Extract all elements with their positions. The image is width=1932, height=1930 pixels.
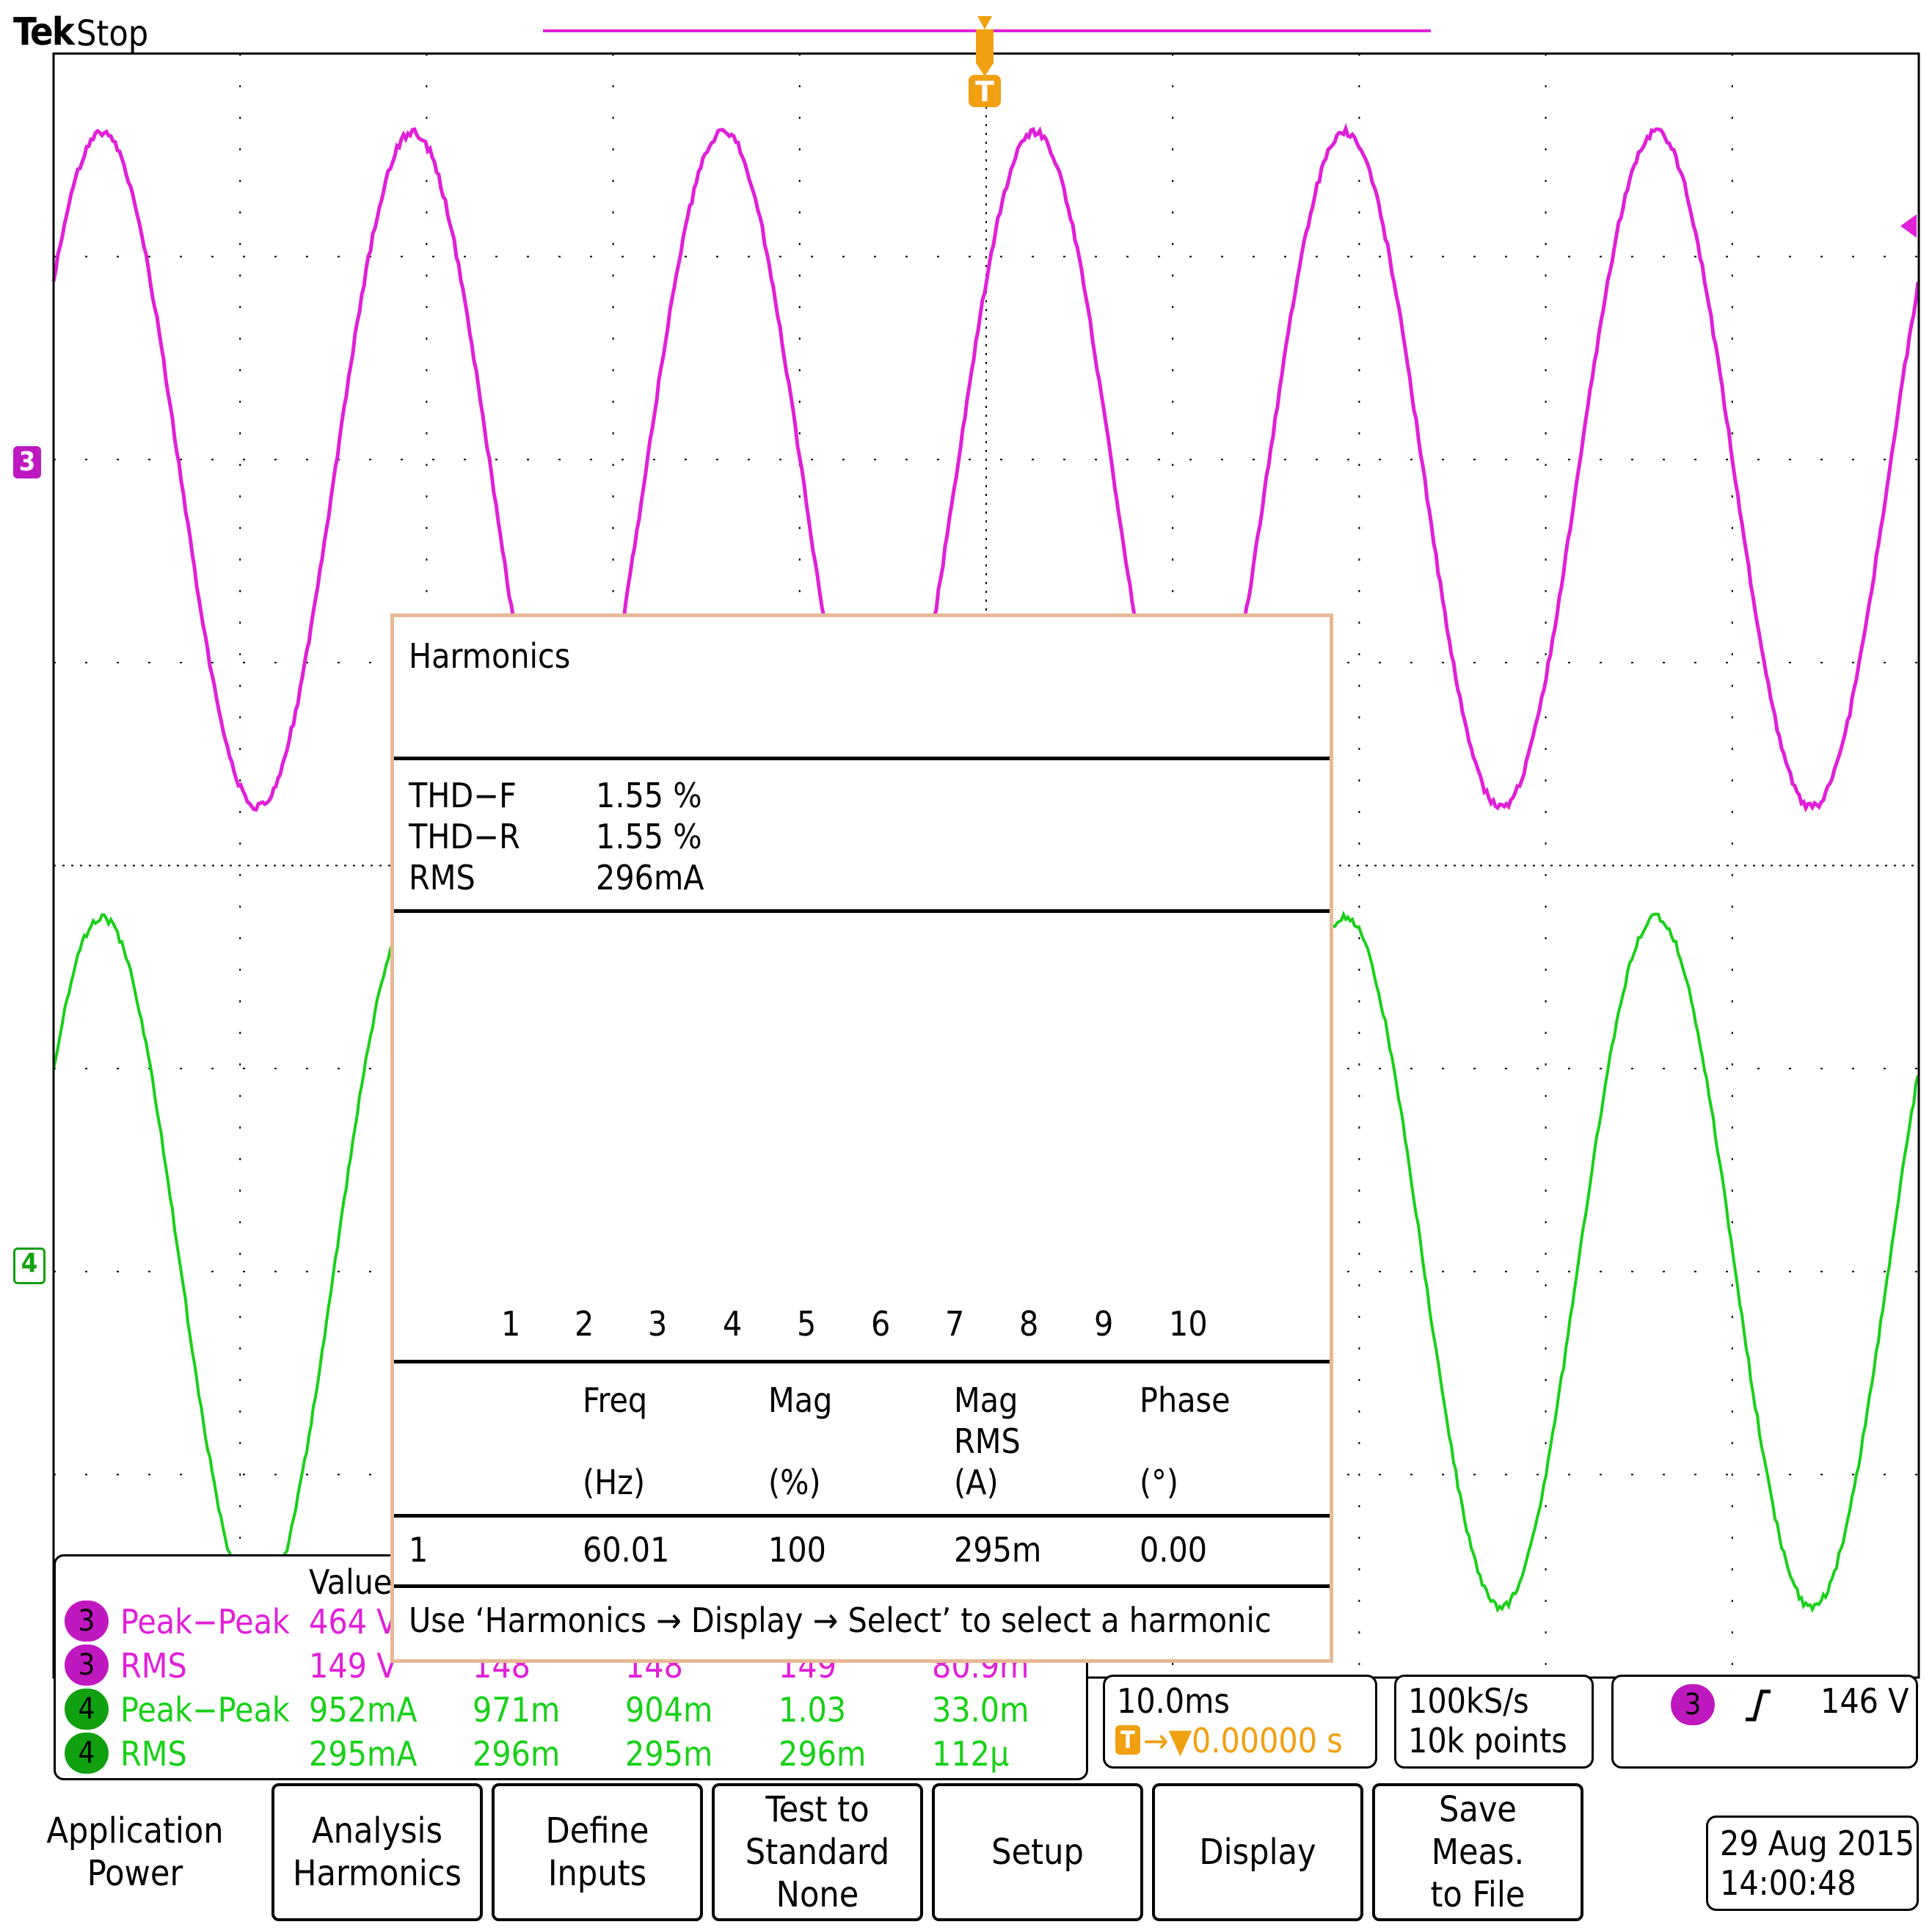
- row-freq: 60.01: [583, 1530, 669, 1570]
- softkey-label: Standard: [746, 1831, 889, 1873]
- softkey-display[interactable]: Display: [1152, 1783, 1363, 1921]
- dialog-title: Harmonics: [409, 636, 570, 676]
- thd-f-label: THD−F: [409, 776, 517, 815]
- measurement-c1: 296m: [473, 1734, 560, 1774]
- col-mag-header: Mag: [768, 1380, 832, 1420]
- measurement-c3: 296m: [779, 1734, 866, 1774]
- softkey-label: Test to: [765, 1788, 869, 1831]
- dialog-hint: Use ‘Harmonics → Display → Select’ to se…: [409, 1601, 1272, 1640]
- harmonic-index-5[interactable]: 5: [797, 1304, 816, 1344]
- softkey-label: to File: [1431, 1873, 1525, 1916]
- trigger-position-arrow-icon: [977, 16, 992, 29]
- row-mag: 100: [768, 1530, 826, 1570]
- measurement-c4: 112µ: [932, 1734, 1009, 1774]
- harmonic-index-9[interactable]: 9: [1094, 1304, 1113, 1344]
- softkey-label: Power: [87, 1852, 183, 1895]
- measurement-label: Peak−Peak: [120, 1602, 290, 1642]
- softkey-setup[interactable]: Setup: [932, 1783, 1143, 1921]
- softkey-label: Display: [1199, 1831, 1316, 1873]
- date: 29 Aug 2015: [1720, 1824, 1914, 1863]
- channel-badge: 4: [65, 1689, 109, 1730]
- rms-label: RMS: [409, 858, 475, 897]
- trigger-bar: [976, 29, 994, 63]
- harmonics-dialog: Harmonics THD−F 1.55 % THD−R 1.55 % RMS …: [390, 613, 1333, 1663]
- value-header: Value: [309, 1562, 392, 1602]
- softkey-label: Analysis: [312, 1810, 442, 1852]
- softkey-label: Setup: [991, 1831, 1084, 1873]
- measurement-c4: 33.0m: [932, 1690, 1029, 1730]
- datetime-readout: 29 Aug 2015 14:00:48: [1706, 1816, 1919, 1911]
- softkey-label: Define: [546, 1810, 649, 1852]
- rms-value: 296mA: [596, 858, 704, 897]
- harmonic-index-10[interactable]: 10: [1169, 1304, 1208, 1344]
- measurement-label: RMS: [120, 1646, 187, 1686]
- measurement-label: RMS: [120, 1734, 187, 1774]
- measurement-c2: 904m: [625, 1690, 712, 1730]
- col-freq-header: Freq: [583, 1380, 647, 1420]
- col-phase-unit: (°): [1140, 1463, 1178, 1502]
- harmonic-index-7[interactable]: 7: [945, 1304, 964, 1344]
- row-phase: 0.00: [1140, 1530, 1207, 1570]
- col-magrms-unit: (A): [954, 1463, 999, 1502]
- softkey-label: Application: [46, 1810, 223, 1852]
- rising-edge-icon: [1743, 1687, 1772, 1724]
- harmonic-index-1[interactable]: 1: [501, 1304, 520, 1344]
- col-freq-unit: (Hz): [583, 1463, 645, 1502]
- softkey-save-meas[interactable]: Save Meas. to File: [1372, 1783, 1583, 1921]
- arrow-icon: →▼: [1143, 1721, 1192, 1760]
- measurement-value: 295mA: [309, 1734, 418, 1774]
- row-magrms: 295m: [954, 1530, 1041, 1570]
- channel-badge: 4: [65, 1733, 109, 1774]
- col-mag-unit: (%): [768, 1463, 821, 1502]
- softkey-label: Inputs: [548, 1852, 646, 1895]
- trigger-level-arrow-icon: [1900, 214, 1917, 238]
- softkey-label: Harmonics: [293, 1852, 462, 1895]
- record-length: 10k points: [1408, 1721, 1567, 1760]
- trigger-source-badge: 3: [1671, 1684, 1715, 1725]
- col-magrms-header2: RMS: [954, 1421, 1021, 1461]
- ch4-ground-marker[interactable]: 4: [13, 1248, 45, 1284]
- harmonic-index-4[interactable]: 4: [723, 1304, 742, 1344]
- measurement-c1: 971m: [473, 1690, 560, 1730]
- timebase-position: 0.00000 s: [1192, 1721, 1343, 1760]
- acquisition-readout[interactable]: 100kS/s 10k points: [1394, 1675, 1594, 1769]
- channel-badge: 3: [65, 1601, 109, 1642]
- softkey-label: None: [776, 1873, 859, 1916]
- thd-r-value: 1.55 %: [596, 817, 702, 856]
- trigger-t-icon: T: [1115, 1725, 1140, 1755]
- thd-r-label: THD−R: [409, 817, 520, 856]
- thd-f-value: 1.55 %: [596, 776, 702, 815]
- row-harmonic-number: 1: [409, 1530, 428, 1570]
- softkey-define-inputs[interactable]: Define Inputs: [492, 1783, 703, 1921]
- channel-badge: 3: [65, 1645, 109, 1686]
- measurement-value: 149 V: [309, 1646, 397, 1686]
- time: 14:00:48: [1720, 1863, 1856, 1903]
- harmonic-index-6[interactable]: 6: [871, 1304, 890, 1344]
- measurement-value: 952mA: [309, 1690, 418, 1730]
- trigger-level: 146 V: [1820, 1681, 1909, 1721]
- measurement-c3: 1.03: [779, 1690, 846, 1730]
- harmonic-index-2[interactable]: 2: [575, 1304, 594, 1344]
- col-phase-header: Phase: [1140, 1380, 1231, 1420]
- softkey-label: Meas.: [1432, 1831, 1525, 1873]
- sample-rate: 100kS/s: [1408, 1681, 1529, 1721]
- trigger-readout[interactable]: 3 146 V: [1611, 1675, 1918, 1769]
- timebase-readout[interactable]: 10.0ms T →▼ 0.00000 s: [1103, 1675, 1377, 1769]
- timebase-scale: 10.0ms: [1117, 1681, 1230, 1721]
- measurement-c2: 295m: [625, 1734, 712, 1774]
- ch3-ground-marker[interactable]: 3: [13, 446, 41, 478]
- col-magrms-header: Mag: [954, 1380, 1018, 1420]
- softkey-test-standard[interactable]: Test to Standard None: [712, 1783, 923, 1921]
- harmonic-index-8[interactable]: 8: [1019, 1304, 1038, 1344]
- softkey-application[interactable]: Application Power: [29, 1783, 241, 1921]
- measurement-label: Peak−Peak: [120, 1690, 290, 1730]
- trigger-t-label: T: [975, 76, 994, 108]
- softkey-label: Save: [1439, 1788, 1517, 1831]
- softkey-analysis[interactable]: Analysis Harmonics: [271, 1783, 483, 1921]
- harmonic-index-3[interactable]: 3: [648, 1304, 667, 1344]
- measurement-value: 464 V: [309, 1602, 397, 1642]
